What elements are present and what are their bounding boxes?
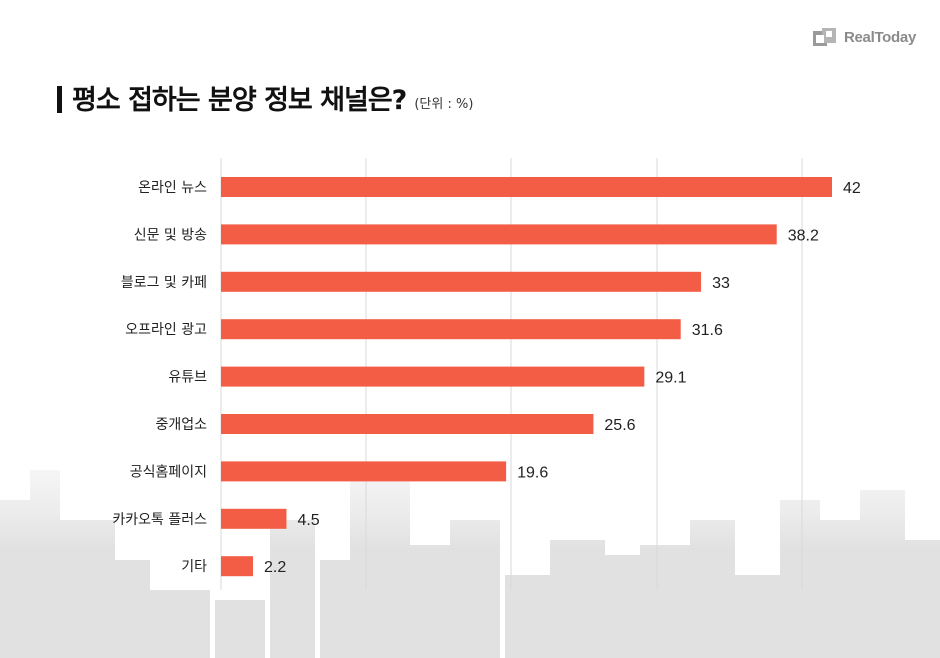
value-label: 19.6 (517, 464, 548, 481)
bar (221, 366, 645, 387)
category-label: 오프라인 광고 (125, 322, 207, 338)
brand-logo: RealToday (812, 26, 916, 48)
value-label: 42 (843, 180, 861, 197)
bar (221, 556, 254, 577)
bar (221, 177, 832, 197)
brand-name: RealToday (843, 28, 916, 46)
unit-label: (단위 : %) (414, 97, 474, 112)
category-label: 카카오톡 플러스 (112, 512, 207, 528)
bar (221, 508, 287, 529)
category-label: 블로그 및 카페 (121, 275, 207, 291)
category-label: 신문 및 방송 (134, 227, 207, 243)
value-label: 4.5 (297, 512, 319, 529)
category-label: 공식홈페이지 (130, 464, 207, 480)
category-label: 유튜브 (168, 370, 207, 386)
bar (221, 224, 777, 245)
category-label: 중개업소 (155, 417, 207, 433)
title-area: 평소 접하는 분양 정보 채널은? (단위 : %) (57, 78, 473, 117)
bar (221, 461, 507, 482)
value-label: 25.6 (604, 417, 635, 434)
bar (221, 319, 681, 340)
bar (221, 414, 594, 434)
page-title: 평소 접하는 분양 정보 채널은? (72, 85, 407, 116)
value-label: 33 (712, 275, 730, 292)
bar (221, 271, 702, 292)
value-label: 31.6 (692, 322, 723, 339)
value-label: 38.2 (788, 227, 819, 244)
category-label: 온라인 뉴스 (138, 180, 207, 196)
value-label: 29.1 (655, 370, 686, 387)
value-label: 2.2 (264, 559, 286, 576)
realtoday-logo-icon (812, 28, 836, 46)
title-accent-bar (57, 86, 62, 113)
category-label: 기타 (181, 559, 207, 575)
